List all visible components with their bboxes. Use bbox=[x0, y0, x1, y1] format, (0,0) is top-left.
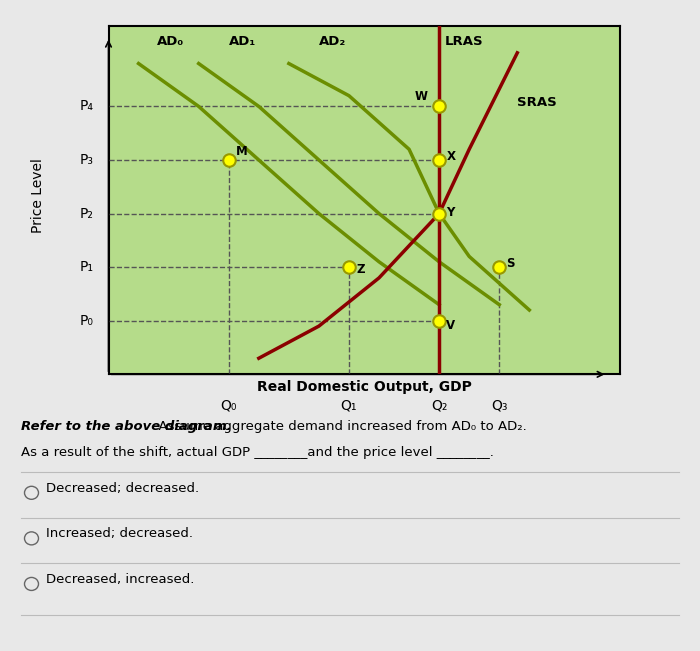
Text: Q₃: Q₃ bbox=[491, 398, 508, 413]
Text: Z: Z bbox=[356, 262, 365, 275]
Text: Increased; decreased.: Increased; decreased. bbox=[46, 527, 192, 540]
Text: Q₂: Q₂ bbox=[431, 398, 447, 413]
Text: Assume aggregate demand increased from AD₀ to AD₂.: Assume aggregate demand increased from A… bbox=[150, 420, 527, 433]
Text: V: V bbox=[447, 319, 456, 332]
Text: AD₂: AD₂ bbox=[319, 35, 346, 48]
Text: AD₁: AD₁ bbox=[229, 35, 256, 48]
Text: Decreased; decreased.: Decreased; decreased. bbox=[46, 482, 199, 495]
Text: LRAS: LRAS bbox=[445, 35, 484, 48]
Text: X: X bbox=[447, 150, 456, 163]
Text: Real Domestic Output, GDP: Real Domestic Output, GDP bbox=[257, 380, 471, 395]
Text: Y: Y bbox=[447, 206, 455, 219]
Text: Decreased, increased.: Decreased, increased. bbox=[46, 573, 194, 586]
Text: Q₀: Q₀ bbox=[220, 398, 237, 413]
Text: AD₀: AD₀ bbox=[157, 35, 183, 48]
Text: Price Level: Price Level bbox=[32, 158, 46, 233]
Text: S: S bbox=[507, 257, 515, 270]
Text: M: M bbox=[236, 145, 248, 158]
Text: P₄: P₄ bbox=[80, 100, 94, 113]
Text: Refer to the above diagram.: Refer to the above diagram. bbox=[21, 420, 232, 433]
Text: W: W bbox=[415, 90, 428, 103]
Text: P₂: P₂ bbox=[80, 206, 94, 221]
Text: SRAS: SRAS bbox=[517, 96, 557, 109]
Text: P₀: P₀ bbox=[80, 314, 94, 327]
Text: As a result of the shift, actual GDP ________and the price level ________.: As a result of the shift, actual GDP ___… bbox=[21, 446, 494, 459]
Text: Q₁: Q₁ bbox=[341, 398, 357, 413]
Text: P₃: P₃ bbox=[80, 153, 94, 167]
Text: P₁: P₁ bbox=[80, 260, 94, 274]
